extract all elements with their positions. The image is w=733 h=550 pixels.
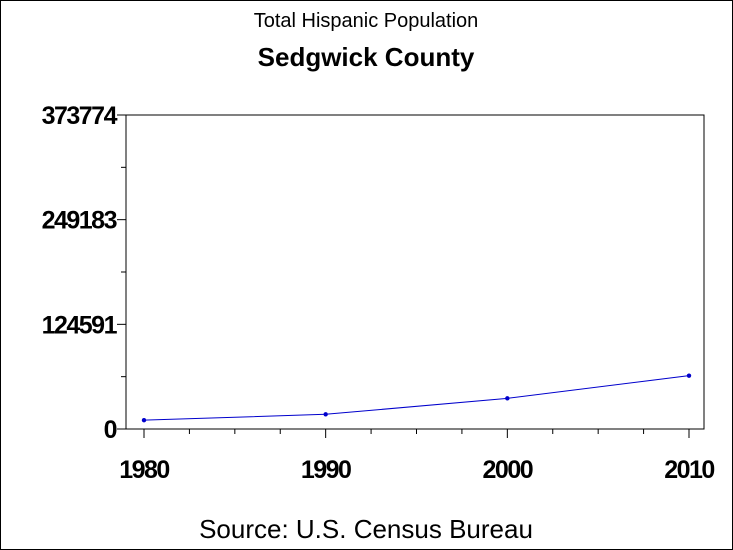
data-point	[505, 396, 510, 401]
chart-subtitle: Sedgwick County	[258, 42, 475, 72]
data-point	[686, 373, 692, 378]
source-note: Source: U.S. Census Bureau	[199, 514, 533, 544]
y-axis: 0 124591 249183 373774	[42, 102, 126, 444]
x-axis: 1980 1990 2000 2010	[119, 429, 716, 484]
x-tick-label: 1990	[301, 456, 351, 484]
chart-title: Total Hispanic Population	[254, 10, 479, 32]
y-tick-label: 373774	[42, 102, 118, 130]
data-point	[141, 417, 147, 423]
data-point	[323, 412, 328, 417]
x-tick-label: 2000	[483, 456, 533, 484]
x-tick-label: 1980	[119, 456, 169, 484]
y-tick-label: 124591	[42, 311, 118, 339]
x-tick-label: 2010	[664, 456, 714, 484]
y-tick-label: 0	[104, 416, 117, 444]
plot-area	[125, 114, 705, 430]
series-group	[141, 373, 692, 423]
series-line	[143, 375, 690, 421]
y-tick-label: 249183	[42, 207, 117, 235]
